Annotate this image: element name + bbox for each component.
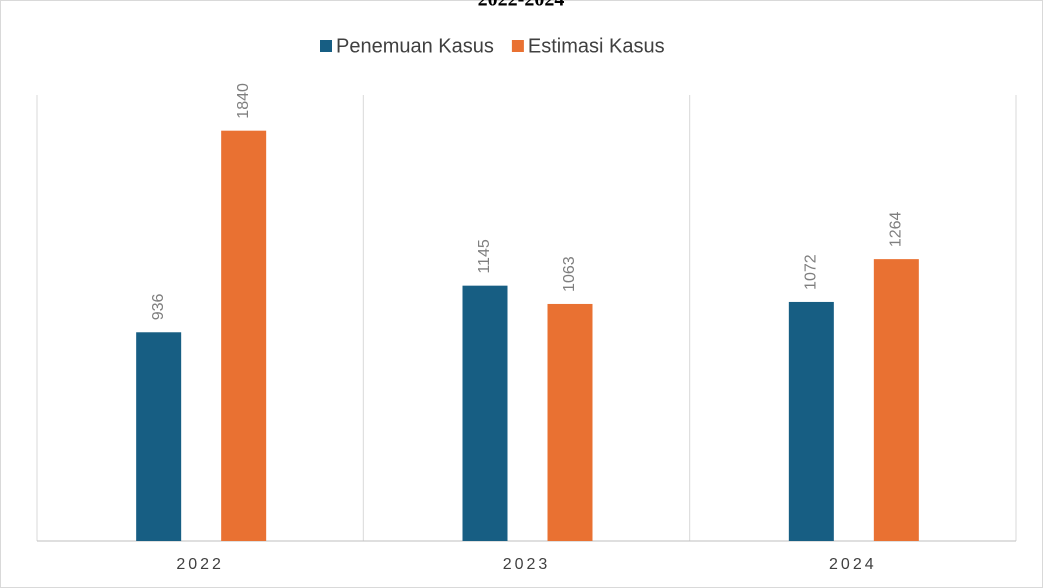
bar bbox=[136, 332, 182, 541]
data-label: 1063 bbox=[561, 256, 578, 292]
bar bbox=[462, 285, 508, 541]
x-tick-label: 2024 bbox=[829, 556, 877, 573]
x-tick-label: 2022 bbox=[176, 556, 224, 573]
data-label: 1264 bbox=[888, 211, 905, 247]
data-label: 936 bbox=[150, 293, 167, 320]
data-label: 1072 bbox=[803, 254, 820, 290]
bar bbox=[873, 259, 919, 541]
legend-swatch bbox=[320, 40, 332, 52]
data-label: 1145 bbox=[476, 239, 493, 274]
legend-swatch bbox=[511, 40, 524, 52]
data-label: 1840 bbox=[235, 83, 252, 119]
x-tick-label: 2023 bbox=[503, 556, 551, 573]
chart-title: 2022-2024 bbox=[478, 0, 565, 11]
legend-label: Penemuan Kasus bbox=[336, 35, 494, 57]
legend-label: Estimasi Kasus bbox=[528, 35, 665, 57]
bar bbox=[221, 130, 267, 541]
bar bbox=[788, 301, 834, 541]
bar bbox=[547, 303, 593, 541]
